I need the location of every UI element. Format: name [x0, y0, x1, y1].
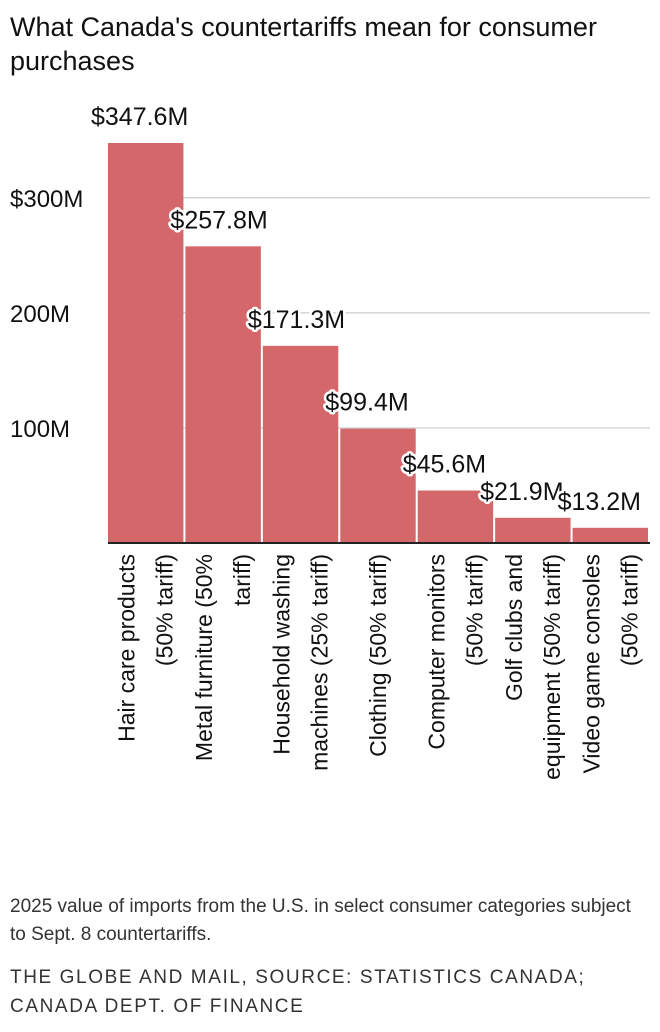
category-label: Household washing	[269, 554, 295, 755]
category-label: tariff)	[229, 554, 255, 606]
bar	[417, 490, 494, 543]
category-label: (50% tariff)	[152, 554, 178, 666]
bar	[185, 246, 261, 544]
bar-value-label: $257.8M	[170, 206, 267, 234]
category-label: Golf clubs and	[501, 554, 527, 701]
chart-source: THE GLOBE AND MAIL, SOURCE: STATISTICS C…	[10, 967, 586, 1017]
chart-title: What Canada's countertariffs mean for co…	[10, 12, 597, 76]
y-tick-label: 100M	[10, 416, 70, 443]
category-label: (50% tariff)	[616, 554, 642, 666]
bar-chart: 100M 200M $300M $347.6M $257.8M $171.3M $99.4M…	[10, 103, 650, 780]
bar	[108, 143, 184, 543]
bar	[495, 517, 571, 543]
chart-note: 2025 value of imports from the U.S. in s…	[10, 896, 631, 945]
bar	[340, 428, 416, 543]
category-label: (50% tariff)	[461, 554, 487, 666]
y-tick-label: 200M	[10, 301, 70, 328]
category-label: Video game consoles	[578, 554, 604, 774]
category-label: equipment (50% tariff)	[539, 554, 565, 780]
bar-value-label: $45.6M	[403, 451, 486, 479]
category-label: Clothing (50% tariff)	[365, 554, 391, 757]
y-tick-label: $300M	[10, 186, 83, 213]
category-label: Metal furniture (50%	[191, 554, 217, 761]
category-label: machines (25% tariff)	[307, 554, 333, 771]
bar-value-label: $13.2M	[558, 488, 641, 516]
bar-value-label: $21.9M	[480, 478, 563, 506]
bar-value-label: $347.6M	[91, 103, 188, 131]
category-label: Hair care products	[114, 554, 140, 742]
bar-value-label: $171.3M	[248, 306, 345, 334]
bar	[262, 345, 339, 543]
bar	[572, 527, 648, 543]
bar-value-label: $99.4M	[325, 389, 408, 417]
category-label: Computer monitors	[423, 554, 449, 750]
